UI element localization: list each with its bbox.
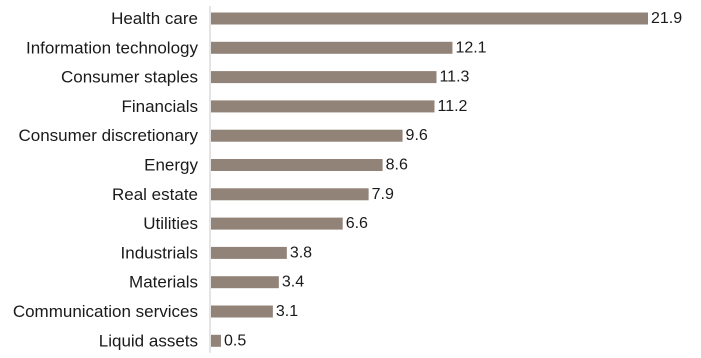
category-label: Industrials <box>121 243 198 262</box>
category-label: Consumer staples <box>61 68 198 87</box>
value-label: 9.6 <box>406 127 428 144</box>
value-label: 0.5 <box>224 332 246 349</box>
bar-financials <box>211 100 435 113</box>
value-label: 12.1 <box>455 39 486 56</box>
value-label: 21.9 <box>651 10 682 27</box>
value-labels-group: 21.9 12.1 11.3 11.2 9.6 8.6 7.96.6 3.8 3.4 3.1 0.5 <box>224 10 682 349</box>
value-label: 11.3 <box>439 69 469 86</box>
bar-consumer-discretionary <box>211 129 403 142</box>
value-label: 3.1 <box>276 303 298 320</box>
bar-consumer-staples <box>211 71 437 84</box>
bar-industrials <box>211 246 287 259</box>
bar-information-technology <box>211 41 453 54</box>
category-label: Liquid assets <box>99 331 198 350</box>
value-label: 11.2 <box>437 98 467 115</box>
value-label: 3.4 <box>282 274 304 291</box>
bar-utilities <box>211 217 343 230</box>
value-label: 6.6 <box>346 215 368 232</box>
category-label: Communication services <box>13 302 198 321</box>
bar-real-estate <box>211 188 369 201</box>
bar-liquid-assets <box>211 334 221 347</box>
bar-health-care <box>211 12 648 25</box>
value-label: 7.9 <box>372 186 394 203</box>
category-label: Energy <box>144 156 198 175</box>
category-label: Financials <box>121 97 198 116</box>
value-label: 8.6 <box>386 157 408 174</box>
bar-energy <box>211 159 383 171</box>
bar-materials <box>211 276 279 289</box>
category-label: Information technology <box>26 38 198 57</box>
category-labels-group: Health care Information technology Consume… <box>13 9 199 350</box>
category-label: Utilities <box>143 214 198 233</box>
bars-group <box>211 12 648 347</box>
category-label: Consumer discretionary <box>18 126 198 145</box>
value-label: 3.8 <box>290 244 312 261</box>
category-label: Health care <box>111 9 198 28</box>
category-label: Materials <box>129 273 198 292</box>
bar-communication-services <box>211 305 273 318</box>
category-label: Real estate <box>112 185 198 204</box>
